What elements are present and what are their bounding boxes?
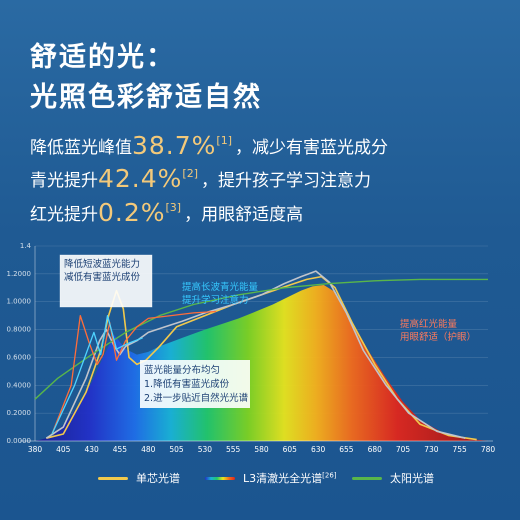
- y-tick-label: 0.4000: [7, 381, 32, 389]
- spectrum-chart: 380 405 430 455 480 505 530 555 580 605 630 655 680 7…: [7, 242, 496, 454]
- stat-description: ，提升孩子学习注意力: [201, 171, 372, 191]
- stat-reference: [2]: [182, 167, 199, 180]
- legend-label: 太阳光谱: [390, 472, 434, 485]
- x-tick-label: 630: [311, 445, 326, 454]
- annotation-text: 蓝光能量分布均匀: [144, 364, 220, 376]
- stat-value: 38.7%: [132, 131, 217, 160]
- x-tick-label: 730: [424, 445, 439, 454]
- stat-label: 降低蓝光峰值: [30, 138, 132, 158]
- y-tick-label: 1.2000: [7, 270, 32, 278]
- legend-sun: 太阳光谱: [352, 470, 434, 486]
- y-tick-label: 1.4: [20, 242, 32, 250]
- annotation-text: 提升学习注意力: [182, 294, 249, 306]
- legend-l3-spectrum: L3清澈光全光谱[26]: [205, 470, 337, 486]
- stat-description: ，减少有害蓝光成分: [235, 138, 389, 158]
- annotation-text: 提高红光能量: [400, 318, 458, 330]
- stat-blue-peak: 降低蓝光峰值38.7%[1] ，减少有害蓝光成分: [30, 127, 388, 162]
- legend-swatch: [98, 476, 128, 480]
- headline-line-1: 舒适的光：: [30, 42, 175, 73]
- stat-value: 42.4%: [98, 164, 183, 193]
- annotation-text: 提高长波青光能量: [182, 281, 259, 293]
- annotation-box: [59, 254, 153, 308]
- x-tick-label: 530: [198, 445, 213, 454]
- x-tick-label: 780: [481, 445, 496, 454]
- y-tick-label: 0.8000: [7, 326, 32, 334]
- spectrum-fill: [35, 285, 488, 441]
- stat-reference: [1]: [216, 134, 233, 147]
- legend-label: L3清澈光全光谱: [243, 472, 323, 485]
- stat-label: 红光提升: [30, 205, 98, 225]
- y-tick-label: 0.0000: [7, 437, 32, 445]
- stat-reference: [3]: [165, 201, 182, 214]
- x-axis: 380 405 430 455 480 505 530 555 580 605 630 655 680 7…: [20, 440, 496, 454]
- annotation-blue: 降低短波蓝光能力 减低有害蓝光成份: [59, 254, 153, 308]
- x-tick-label: 680: [368, 445, 383, 454]
- series-lines: [34, 270, 488, 441]
- annotation-red: 提高红光能量 用眼舒适（护眼）: [400, 318, 476, 343]
- series-line-1: [45, 270, 466, 439]
- y-axis-labels: 1.4 1.2000 1.0000 0.8000 0.6000 0.4000 0.2000 0…: [7, 242, 32, 445]
- y-tick-label: 0.2000: [7, 409, 32, 417]
- x-tick-label: 430: [84, 445, 99, 454]
- legend-reference: [26]: [322, 471, 337, 480]
- x-tick-label: 480: [141, 445, 156, 454]
- annotation-distribution: 蓝光能量分布均匀 1.降低有害蓝光成份 2.进一步贴近自然光光谱: [140, 360, 250, 408]
- x-tick-label: 405: [56, 445, 71, 454]
- annotation-text: 减低有害蓝光成份: [64, 271, 141, 283]
- x-tick-label: 555: [226, 445, 241, 454]
- stat-value: 0.2%: [98, 198, 166, 227]
- stat-cyan-boost: 青光提升42.4%[2] ，提升孩子学习注意力: [30, 160, 371, 195]
- series-line-2: [34, 278, 488, 400]
- annotation-box: [140, 360, 250, 408]
- annotation-cyan: 提高长波青光能量 提升学习注意力: [182, 281, 259, 306]
- x-tick-label: 580: [254, 445, 269, 454]
- x-tick-label: 380: [28, 445, 43, 454]
- stat-red-boost: 红光提升0.2%[3] ，用眼舒适度高: [30, 194, 303, 229]
- annotation-text: 1.降低有害蓝光成份: [144, 378, 230, 390]
- annotation-text: 2.进一步贴近自然光光谱: [144, 392, 249, 404]
- legend-swatch: [352, 476, 382, 480]
- x-tick-label: 705: [396, 445, 411, 454]
- legend-swatch: [205, 476, 235, 480]
- series-line-3: [51, 310, 217, 435]
- series-line-4: [51, 314, 143, 435]
- y-tick-label: 0.6000: [7, 353, 32, 361]
- x-tick-label: 455: [113, 445, 128, 454]
- annotation-text: 用眼舒适（护眼）: [400, 331, 476, 343]
- x-tick-label: 505: [169, 445, 184, 454]
- annotation-text: 降低短波蓝光能力: [64, 258, 140, 270]
- x-tick-label: 755: [453, 445, 468, 454]
- legend-single-chip: 单芯光谱: [98, 470, 180, 486]
- headline-line-2: 光照色彩舒适自然: [30, 82, 262, 113]
- stat-label: 青光提升: [30, 171, 98, 191]
- x-tick-label: 605: [283, 445, 298, 454]
- stat-description: ，用眼舒适度高: [184, 205, 304, 225]
- y-tick-label: 1.0000: [7, 298, 32, 306]
- legend-label: 单芯光谱: [136, 472, 180, 485]
- x-tick-label: 655: [339, 445, 354, 454]
- series-line-0: [46, 275, 477, 441]
